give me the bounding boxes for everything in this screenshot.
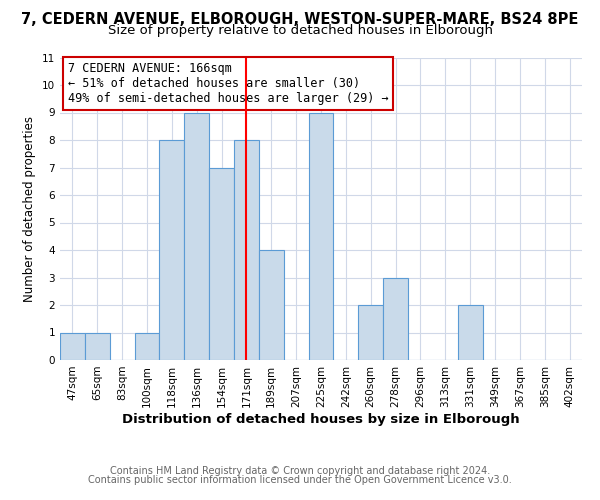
Text: 7 CEDERN AVENUE: 166sqm
← 51% of detached houses are smaller (30)
49% of semi-de: 7 CEDERN AVENUE: 166sqm ← 51% of detache… xyxy=(68,62,388,105)
Bar xyxy=(383,278,408,360)
Bar xyxy=(60,332,85,360)
Bar xyxy=(160,140,184,360)
Bar xyxy=(85,332,110,360)
Text: 7, CEDERN AVENUE, ELBOROUGH, WESTON-SUPER-MARE, BS24 8PE: 7, CEDERN AVENUE, ELBOROUGH, WESTON-SUPE… xyxy=(22,12,578,28)
Bar xyxy=(358,305,383,360)
Bar xyxy=(184,112,209,360)
Text: Size of property relative to detached houses in Elborough: Size of property relative to detached ho… xyxy=(107,24,493,37)
X-axis label: Distribution of detached houses by size in Elborough: Distribution of detached houses by size … xyxy=(122,412,520,426)
Bar xyxy=(134,332,160,360)
Bar xyxy=(209,168,234,360)
Bar xyxy=(259,250,284,360)
Text: Contains HM Land Registry data © Crown copyright and database right 2024.: Contains HM Land Registry data © Crown c… xyxy=(110,466,490,476)
Text: Contains public sector information licensed under the Open Government Licence v3: Contains public sector information licen… xyxy=(88,475,512,485)
Bar xyxy=(234,140,259,360)
Y-axis label: Number of detached properties: Number of detached properties xyxy=(23,116,37,302)
Bar xyxy=(308,112,334,360)
Bar xyxy=(458,305,482,360)
